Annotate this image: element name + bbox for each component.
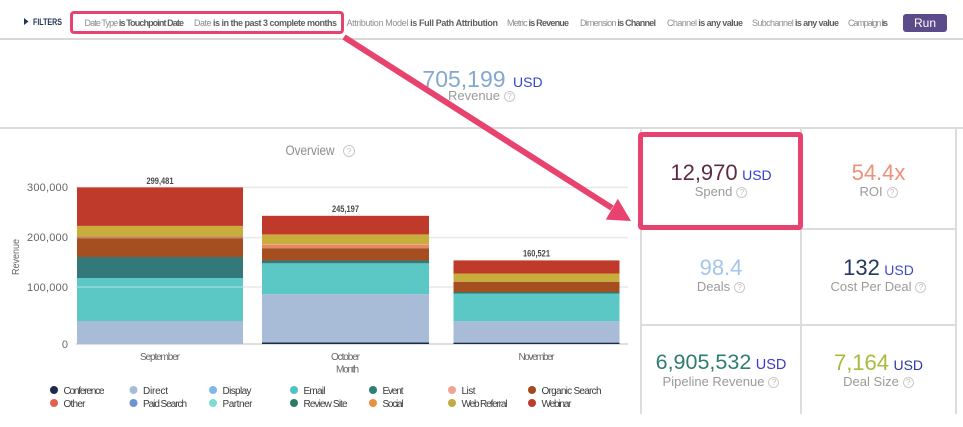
svg-text:Paid Search: Paid Search xyxy=(143,399,187,410)
svg-text:Partner: Partner xyxy=(223,399,254,410)
svg-text:September: September xyxy=(140,352,181,363)
svg-text:Email: Email xyxy=(304,386,326,397)
svg-text:300,000: 300,000 xyxy=(27,182,68,194)
svg-text:299,481: 299,481 xyxy=(147,176,174,186)
svg-text:Overview: Overview xyxy=(286,143,335,158)
svg-text:Display: Display xyxy=(223,386,252,397)
svg-text:Other: Other xyxy=(64,399,87,410)
svg-text:Review Site: Review Site xyxy=(304,399,348,410)
svg-text:200,000: 200,000 xyxy=(27,232,68,244)
svg-text:October: October xyxy=(331,352,361,363)
svg-text:245,197: 245,197 xyxy=(332,204,359,214)
svg-text:Revenue: Revenue xyxy=(11,239,22,275)
svg-text:Webinar: Webinar xyxy=(542,399,573,410)
svg-text:Metric is Revenue: Metric is Revenue xyxy=(507,18,569,28)
svg-text:Attribution Model is Full Path: Attribution Model is Full Path Attributi… xyxy=(347,18,499,28)
svg-text:Subchannel is any value: Subchannel is any value xyxy=(752,18,839,28)
svg-text:Dimension is Channel: Dimension is Channel xyxy=(580,18,656,28)
svg-text:Organic Search: Organic Search xyxy=(542,386,602,397)
svg-text:Direct: Direct xyxy=(143,386,168,397)
svg-text:100,000: 100,000 xyxy=(27,282,68,294)
svg-text:Social: Social xyxy=(383,399,404,410)
svg-text:Date Type is Touchpoint Date: Date Type is Touchpoint Date xyxy=(85,18,185,28)
svg-text:?: ? xyxy=(347,147,352,156)
svg-text:Conference: Conference xyxy=(64,386,105,397)
svg-text:Web Referral: Web Referral xyxy=(462,399,508,410)
svg-text:List: List xyxy=(462,386,476,397)
svg-text:Campaign is: Campaign is xyxy=(848,18,888,28)
svg-text:Date is in the past 3 complete: Date is in the past 3 complete months xyxy=(194,18,337,28)
svg-text:Month: Month xyxy=(336,365,359,376)
svg-text:Channel is any value: Channel is any value xyxy=(667,18,743,28)
svg-text:FILTERS: FILTERS xyxy=(33,17,62,28)
svg-text:0: 0 xyxy=(62,339,68,351)
svg-text:November: November xyxy=(519,352,556,363)
svg-text:160,521: 160,521 xyxy=(523,249,550,259)
svg-text:Event: Event xyxy=(383,386,404,397)
